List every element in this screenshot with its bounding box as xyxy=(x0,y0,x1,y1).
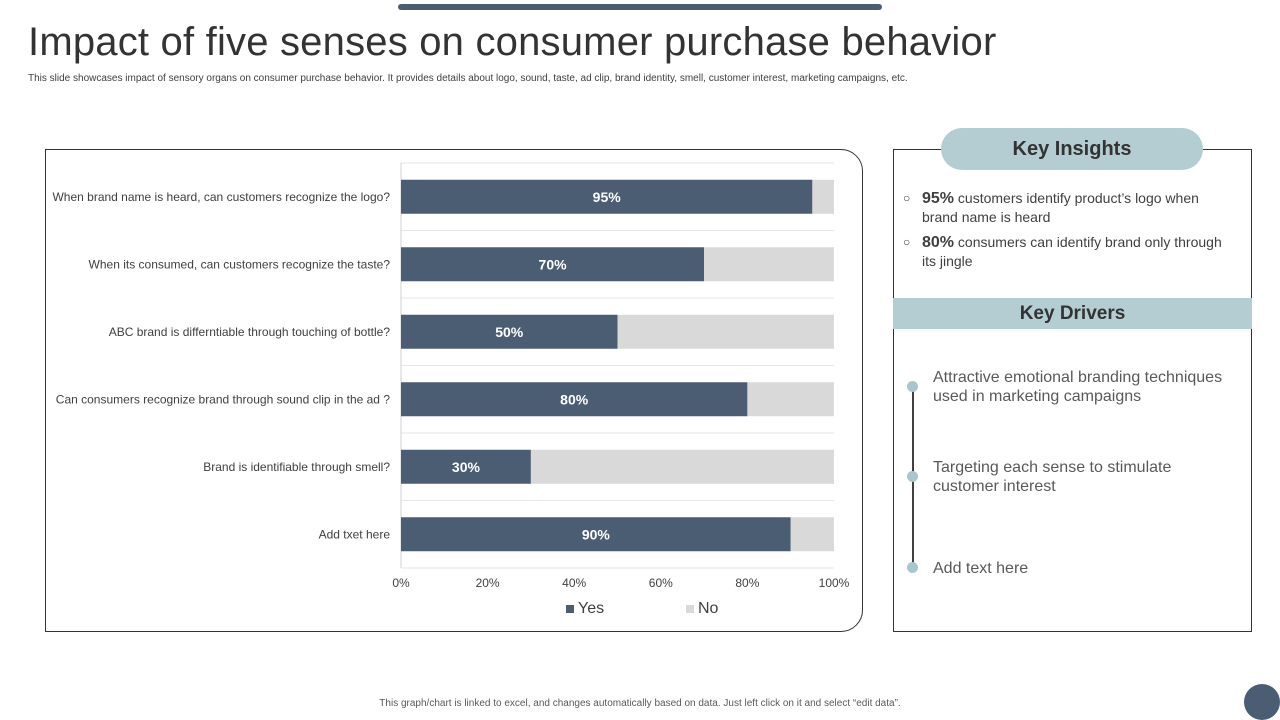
page-subtitle: This slide showcases impact of sensory o… xyxy=(28,73,908,84)
insight-value: 95% xyxy=(922,190,955,207)
insight-item: ○ 95% customers identify product’s logo … xyxy=(903,189,1223,226)
legend-item-no: No xyxy=(686,600,718,618)
insight-text: customers identify product’s logo when b… xyxy=(922,190,1199,225)
legend-swatch-no xyxy=(686,605,694,613)
chart-legend: Yes No xyxy=(0,600,1280,620)
circle-bullet-icon: ○ xyxy=(903,235,911,249)
legend-swatch-yes xyxy=(566,605,574,613)
legend-label-no: No xyxy=(698,600,719,617)
top-accent-bar xyxy=(398,4,882,10)
timeline-dot-icon xyxy=(907,381,918,392)
driver-item: Attractive emotional branding techniques… xyxy=(933,369,1223,405)
insight-value: 80% xyxy=(922,234,955,251)
insight-text: consumers can identify brand only throug… xyxy=(922,234,1222,269)
timeline-dot-icon xyxy=(907,471,918,482)
key-drivers-heading: Key Drivers xyxy=(893,298,1252,329)
page-title: Impact of five senses on consumer purcha… xyxy=(28,20,997,64)
timeline-dot-icon xyxy=(907,562,918,573)
insight-item: ○ 80% consumers can identify brand only … xyxy=(903,233,1223,270)
footer-note: This graph/chart is linked to excel, and… xyxy=(379,698,901,709)
legend-label-yes: Yes xyxy=(578,600,605,617)
insights-panel xyxy=(893,149,1252,632)
key-insights-heading: Key Insights xyxy=(941,128,1203,170)
corner-decoration xyxy=(1244,684,1280,720)
circle-bullet-icon: ○ xyxy=(903,191,911,205)
driver-item: Add text here xyxy=(933,560,1029,577)
driver-item: Targeting each sense to stimulate custom… xyxy=(933,459,1172,495)
chart-frame xyxy=(45,149,863,632)
legend-item-yes: Yes xyxy=(566,600,604,618)
